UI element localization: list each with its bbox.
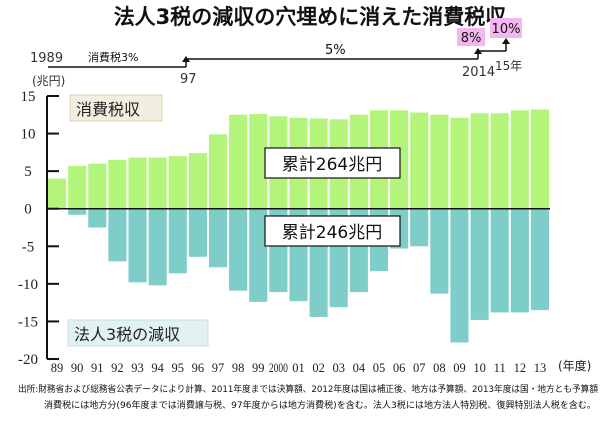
x-tick-label: 08 (433, 361, 446, 375)
x-tick-label: 01 (292, 361, 305, 375)
rate-10-badge (490, 18, 522, 38)
x-tick-label: 98 (232, 361, 245, 375)
chart-title: 法人3税の減収の穴埋めに消えた消費税収 (114, 5, 508, 29)
consumption-tax-bar-91 (88, 163, 107, 209)
corporate-tax-bar-11 (490, 208, 509, 313)
x-tick-label: 99 (252, 361, 265, 375)
corporate-tax-bar-99 (249, 208, 268, 302)
corporate-tax-bar-97 (208, 208, 228, 268)
arrow-icon (502, 38, 510, 44)
corporate-tax-bar-96 (188, 208, 207, 257)
x-tick-label: 93 (131, 361, 144, 375)
y-tick-label: 0 (24, 202, 32, 218)
total-positive-label: 累計264兆円 (282, 155, 382, 175)
total-negative-box (264, 215, 401, 247)
timeline-start-year: 1989 (30, 51, 63, 66)
x-tick-label: 89 (51, 361, 64, 375)
x-tick-label: 96 (192, 361, 205, 375)
rate-8-badge (457, 28, 485, 46)
timeline-rate-3: 消費税3% (88, 50, 138, 64)
y-axis: 15 10 5 0 -5 -10 -15 -20 (18, 89, 59, 368)
y-tick-label: 15 (21, 89, 36, 105)
consumption-tax-bar-90 (68, 165, 87, 209)
total-positive-box (264, 147, 401, 179)
x-tick-label: 94 (151, 361, 164, 375)
consumption-tax-bar-95 (168, 156, 187, 209)
corporate-tax-bar-09 (450, 208, 469, 343)
corporate-tax-bar-13 (530, 208, 549, 311)
corporate-tax-bar-93 (128, 208, 147, 283)
x-tick-label: 03 (332, 361, 345, 375)
footnote-line-1: 出所:財務省および総務省公表データにより計算、2011年度までは決算額、2012… (18, 383, 598, 395)
consumption-tax-bar-12 (510, 110, 529, 209)
corporate-tax-bar-94 (148, 208, 167, 286)
timeline-year-97: 97 (180, 72, 197, 87)
consumption-tax-bar-10 (470, 113, 489, 209)
y-tick-label: -10 (18, 277, 38, 293)
corporate-tax-bar-07 (410, 208, 429, 247)
x-tick-label: 13 (534, 361, 547, 375)
x-tick-label: 90 (71, 361, 84, 375)
y-tick-label: -20 (18, 352, 38, 368)
consumption-tax-bar-98 (229, 114, 248, 209)
x-tick-label: 02 (312, 361, 325, 375)
corporate-tax-bar-12 (510, 208, 529, 313)
total-negative-label: 累計246兆円 (282, 223, 382, 243)
corporate-tax-bar-92 (108, 208, 127, 262)
consumption-tax-bar-96 (188, 153, 207, 209)
timeline-year-2014: 2014 (462, 65, 495, 80)
x-tick-label: 04 (353, 361, 366, 375)
x-tick-label: 92 (111, 361, 124, 375)
consumption-tax-bar-93 (128, 157, 147, 209)
x-axis-label: (年度) (558, 358, 591, 373)
corporate-tax-label-bg (67, 319, 209, 347)
x-tick-label: 12 (514, 361, 527, 375)
timeline-rate-10: 10% (492, 22, 521, 37)
y-axis-label: (兆円) (32, 74, 65, 88)
timeline-rate-5: 5% (325, 43, 346, 58)
y-tick-label: -15 (18, 314, 38, 330)
x-tick-label: 06 (393, 361, 406, 375)
consumption-tax-bar-92 (108, 159, 127, 209)
corporate-tax-bar-95 (168, 208, 187, 274)
x-tick-label: 2000 (269, 361, 288, 375)
x-axis: 89 90 91 92 93 94 95 96 97 98 99 2000 01 02 03 04 05 06 07… (51, 361, 546, 375)
x-tick-label: 11 (494, 361, 506, 375)
x-tick-label: 95 (172, 361, 185, 375)
consumption-tax-bar-89 (48, 178, 67, 209)
timeline-rate-8: 8% (461, 31, 482, 46)
x-tick-label: 09 (453, 361, 466, 375)
corporate-tax-bar-10 (470, 208, 489, 320)
y-tick-label: 5 (24, 164, 32, 180)
y-tick-label: -5 (22, 239, 35, 255)
corporate-tax-label: 法人3税の減収 (74, 325, 180, 344)
x-tick-label: 07 (413, 361, 426, 375)
consumption-tax-bar-13 (530, 109, 549, 209)
corporate-tax-bar-98 (229, 208, 248, 291)
consumption-tax-bar-08 (430, 114, 449, 209)
consumption-tax-label-bg (69, 94, 163, 122)
footnote-line-2: 消費税には地方分(96年度までは消費譲与税、97年度からは地方消費税)を含む。法… (44, 399, 596, 411)
consumption-tax-bar-09 (450, 117, 469, 209)
corporate-tax-bar-08 (430, 208, 449, 294)
x-tick-label: 91 (91, 361, 104, 375)
consumption-tax-bar-07 (410, 112, 429, 209)
tax-rate-timeline: 1989 消費税3% 97 5% 2014 8% 10% 15年 (30, 18, 522, 87)
consumption-tax-label: 消費税収 (76, 100, 140, 119)
consumption-tax-bar-99 (249, 114, 268, 209)
x-tick-label: 97 (212, 361, 225, 375)
y-tick-label: 10 (21, 127, 36, 143)
consumption-tax-bar-94 (148, 157, 167, 209)
consumption-tax-bar-11 (490, 113, 509, 209)
timeline-year-2015: 15年 (495, 59, 522, 73)
corporate-tax-bar-90 (68, 208, 87, 215)
x-tick-label: 10 (473, 361, 486, 375)
corporate-tax-bar-91 (88, 208, 107, 228)
consumption-tax-bar-97 (208, 134, 228, 209)
x-tick-label: 05 (373, 361, 386, 375)
